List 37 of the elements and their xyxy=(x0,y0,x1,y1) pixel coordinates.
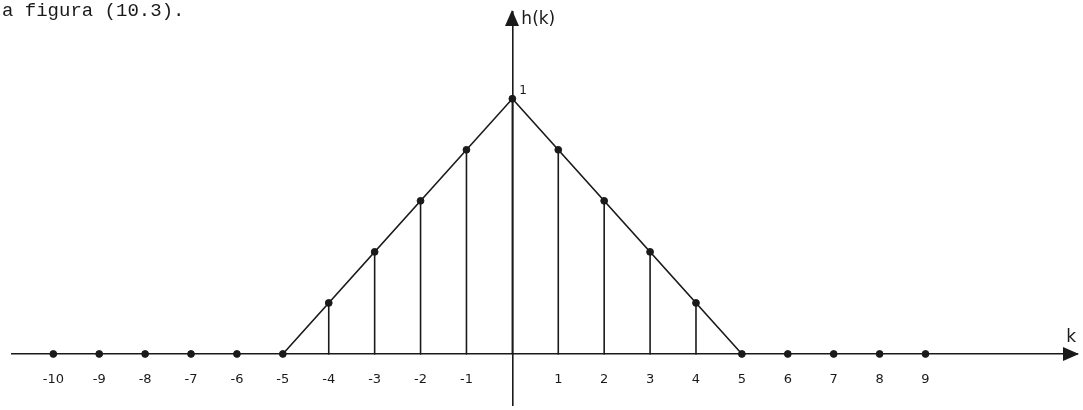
point xyxy=(783,350,792,358)
x-tick-label: -8 xyxy=(138,371,152,387)
y-axis-title: h(k) xyxy=(521,8,556,29)
point xyxy=(554,145,563,154)
x-tick-label: 9 xyxy=(921,371,930,387)
x-tick-label: 8 xyxy=(875,371,884,387)
point xyxy=(646,247,654,256)
x-tick-label: 5 xyxy=(737,371,747,387)
point xyxy=(737,350,746,358)
x-tick-label: 3 xyxy=(645,371,655,387)
x-tick-label: -6 xyxy=(230,371,244,387)
x-tick-label: -1 xyxy=(459,371,473,387)
x-tick-label: -3 xyxy=(368,371,382,387)
point xyxy=(692,299,700,307)
point xyxy=(141,350,150,358)
x-tick-label: 6 xyxy=(783,371,792,387)
x-tick-label: -5 xyxy=(276,371,290,387)
x-tick-label: -10 xyxy=(42,371,64,387)
x-axis-title: k xyxy=(1066,325,1077,346)
point xyxy=(462,145,471,154)
x-tick-label: -2 xyxy=(414,371,428,387)
point xyxy=(508,94,517,103)
text: a figura (10.3). xyxy=(2,0,185,22)
point xyxy=(324,299,333,307)
x-tick-label: -7 xyxy=(184,371,198,387)
x-tick-label: 2 xyxy=(600,371,609,387)
point xyxy=(600,196,609,205)
x-tick-label: -4 xyxy=(322,371,336,387)
point xyxy=(370,247,379,256)
x-tick-label: -9 xyxy=(92,371,106,387)
x-tick-label: 1 xyxy=(554,371,563,387)
point xyxy=(416,196,425,205)
x-tick-label: 4 xyxy=(691,371,701,387)
annotation: 1 xyxy=(519,82,528,97)
x-tick-label: 7 xyxy=(829,371,838,387)
point xyxy=(278,350,287,358)
point xyxy=(95,350,104,358)
